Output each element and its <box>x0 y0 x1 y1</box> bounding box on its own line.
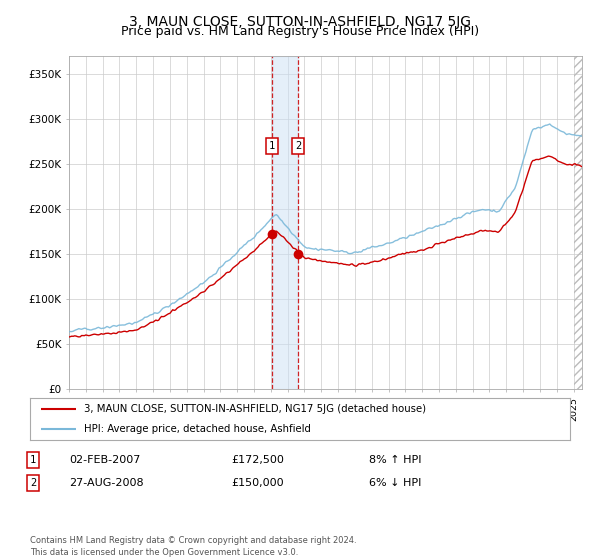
Text: 2: 2 <box>295 141 302 151</box>
Text: 02-FEB-2007: 02-FEB-2007 <box>69 455 140 465</box>
Text: £172,500: £172,500 <box>231 455 284 465</box>
Text: HPI: Average price, detached house, Ashfield: HPI: Average price, detached house, Ashf… <box>84 424 311 434</box>
Text: Contains HM Land Registry data © Crown copyright and database right 2024.
This d: Contains HM Land Registry data © Crown c… <box>30 536 356 557</box>
Text: 3, MAUN CLOSE, SUTTON-IN-ASHFIELD, NG17 5JG: 3, MAUN CLOSE, SUTTON-IN-ASHFIELD, NG17 … <box>129 15 471 29</box>
Text: 2: 2 <box>30 478 36 488</box>
Text: 27-AUG-2008: 27-AUG-2008 <box>69 478 143 488</box>
Text: 6% ↓ HPI: 6% ↓ HPI <box>369 478 421 488</box>
Text: 1: 1 <box>269 141 275 151</box>
Text: 8% ↑ HPI: 8% ↑ HPI <box>369 455 421 465</box>
Bar <box>574 56 582 389</box>
Bar <box>272 56 298 389</box>
Text: Price paid vs. HM Land Registry's House Price Index (HPI): Price paid vs. HM Land Registry's House … <box>121 25 479 38</box>
Text: 3, MAUN CLOSE, SUTTON-IN-ASHFIELD, NG17 5JG (detached house): 3, MAUN CLOSE, SUTTON-IN-ASHFIELD, NG17 … <box>84 404 426 414</box>
Text: £150,000: £150,000 <box>231 478 284 488</box>
Text: 1: 1 <box>30 455 36 465</box>
